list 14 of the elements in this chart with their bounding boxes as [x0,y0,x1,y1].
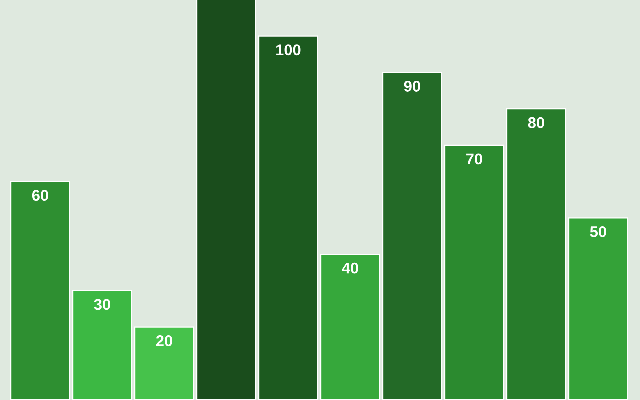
bar [258,36,318,400]
data-label: 40 [342,262,358,274]
data-label: 20 [156,336,172,346]
data-label: 50 [590,226,606,238]
data-label: 60 [32,190,48,202]
bar [382,72,442,400]
data-label: 90 [404,81,420,92]
bar [10,181,71,400]
data-label: 30 [94,299,110,310]
bar [134,326,194,400]
data-label: 80 [528,117,544,128]
bar [196,0,256,400]
data-label: 100 [276,44,301,56]
data-label: 70 [466,154,482,165]
